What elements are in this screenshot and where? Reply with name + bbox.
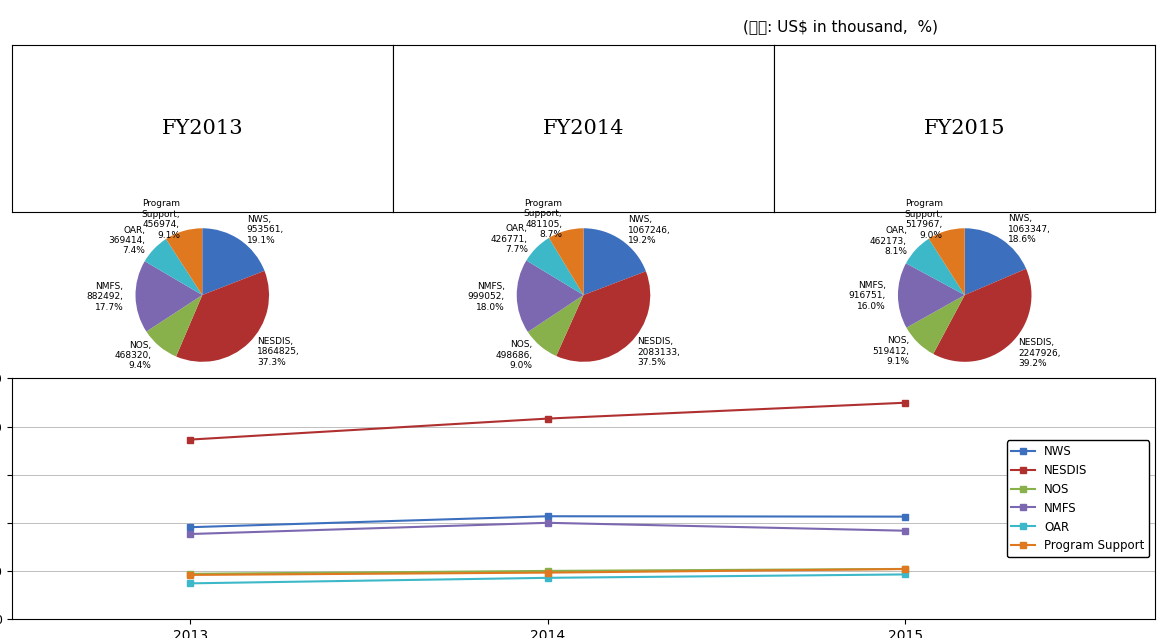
Wedge shape — [526, 238, 584, 295]
Line: NESDIS: NESDIS — [188, 400, 908, 442]
Wedge shape — [929, 228, 965, 295]
Wedge shape — [145, 239, 202, 295]
OAR — [899, 570, 913, 578]
Program Support — [899, 565, 913, 573]
Text: FY2015: FY2015 — [924, 119, 1006, 138]
NESDIS — [899, 399, 913, 406]
Line: NWS: NWS — [188, 514, 908, 530]
Wedge shape — [146, 295, 202, 357]
Text: NMFS,
999052,
18.0%: NMFS, 999052, 18.0% — [468, 282, 505, 311]
Text: Program
Support,
456974,
9.1%: Program Support, 456974, 9.1% — [141, 200, 180, 240]
Text: NOS,
519412,
9.1%: NOS, 519412, 9.1% — [873, 336, 909, 366]
Wedge shape — [906, 239, 965, 295]
NESDIS — [540, 415, 554, 422]
Text: Program
Support,
517967,
9.0%: Program Support, 517967, 9.0% — [904, 199, 943, 239]
Wedge shape — [897, 263, 965, 328]
NWS — [540, 512, 554, 520]
NWS — [899, 513, 913, 521]
NOS — [540, 567, 554, 575]
Wedge shape — [135, 261, 202, 332]
Legend: NWS, NESDIS, NOS, NMFS, OAR, Program Support: NWS, NESDIS, NOS, NMFS, OAR, Program Sup… — [1007, 440, 1149, 557]
Wedge shape — [548, 228, 584, 295]
Text: NWS,
1067246,
19.2%: NWS, 1067246, 19.2% — [628, 215, 671, 245]
Line: Program Support: Program Support — [188, 567, 908, 577]
Text: NWS,
1063347,
18.6%: NWS, 1063347, 18.6% — [1008, 214, 1051, 244]
OAR — [540, 574, 554, 582]
OAR — [183, 579, 197, 587]
Line: NOS: NOS — [188, 566, 908, 577]
Text: FY2013: FY2013 — [161, 119, 243, 138]
Text: OAR,
369414,
7.4%: OAR, 369414, 7.4% — [109, 226, 146, 255]
Text: NESDIS,
1864825,
37.3%: NESDIS, 1864825, 37.3% — [257, 337, 300, 366]
Text: NMFS,
882492,
17.7%: NMFS, 882492, 17.7% — [86, 282, 124, 312]
Wedge shape — [527, 295, 584, 356]
Wedge shape — [584, 228, 645, 295]
NOS — [183, 570, 197, 577]
Text: NESDIS,
2247926,
39.2%: NESDIS, 2247926, 39.2% — [1018, 338, 1061, 368]
Wedge shape — [176, 271, 270, 362]
Text: Program
Support,
481105,
8.7%: Program Support, 481105, 8.7% — [524, 199, 562, 239]
Line: NMFS: NMFS — [188, 520, 908, 537]
Text: OAR,
462173,
8.1%: OAR, 462173, 8.1% — [871, 226, 907, 256]
Program Support — [540, 568, 554, 576]
Text: NOS,
498686,
9.0%: NOS, 498686, 9.0% — [496, 340, 532, 370]
Wedge shape — [934, 269, 1032, 362]
NOS — [899, 565, 913, 573]
Text: (단위: US$ in thousand,  %): (단위: US$ in thousand, %) — [742, 19, 938, 34]
Text: OAR,
426771,
7.7%: OAR, 426771, 7.7% — [491, 225, 527, 254]
Line: OAR: OAR — [188, 572, 908, 586]
NWS — [183, 523, 197, 531]
NMFS — [540, 519, 554, 526]
NMFS — [899, 527, 913, 535]
Wedge shape — [517, 260, 584, 332]
Wedge shape — [166, 228, 202, 295]
Text: FY2014: FY2014 — [543, 119, 624, 138]
Wedge shape — [557, 271, 650, 362]
NMFS — [183, 530, 197, 538]
Wedge shape — [202, 228, 265, 295]
Text: NMFS,
916751,
16.0%: NMFS, 916751, 16.0% — [848, 281, 886, 311]
Wedge shape — [965, 228, 1026, 295]
NESDIS — [183, 436, 197, 443]
Text: NOS,
468320,
9.4%: NOS, 468320, 9.4% — [114, 341, 152, 370]
Text: NWS,
953561,
19.1%: NWS, 953561, 19.1% — [246, 215, 284, 245]
Wedge shape — [907, 295, 965, 354]
Text: NESDIS,
2083133,
37.5%: NESDIS, 2083133, 37.5% — [637, 338, 680, 367]
Program Support — [183, 571, 197, 579]
